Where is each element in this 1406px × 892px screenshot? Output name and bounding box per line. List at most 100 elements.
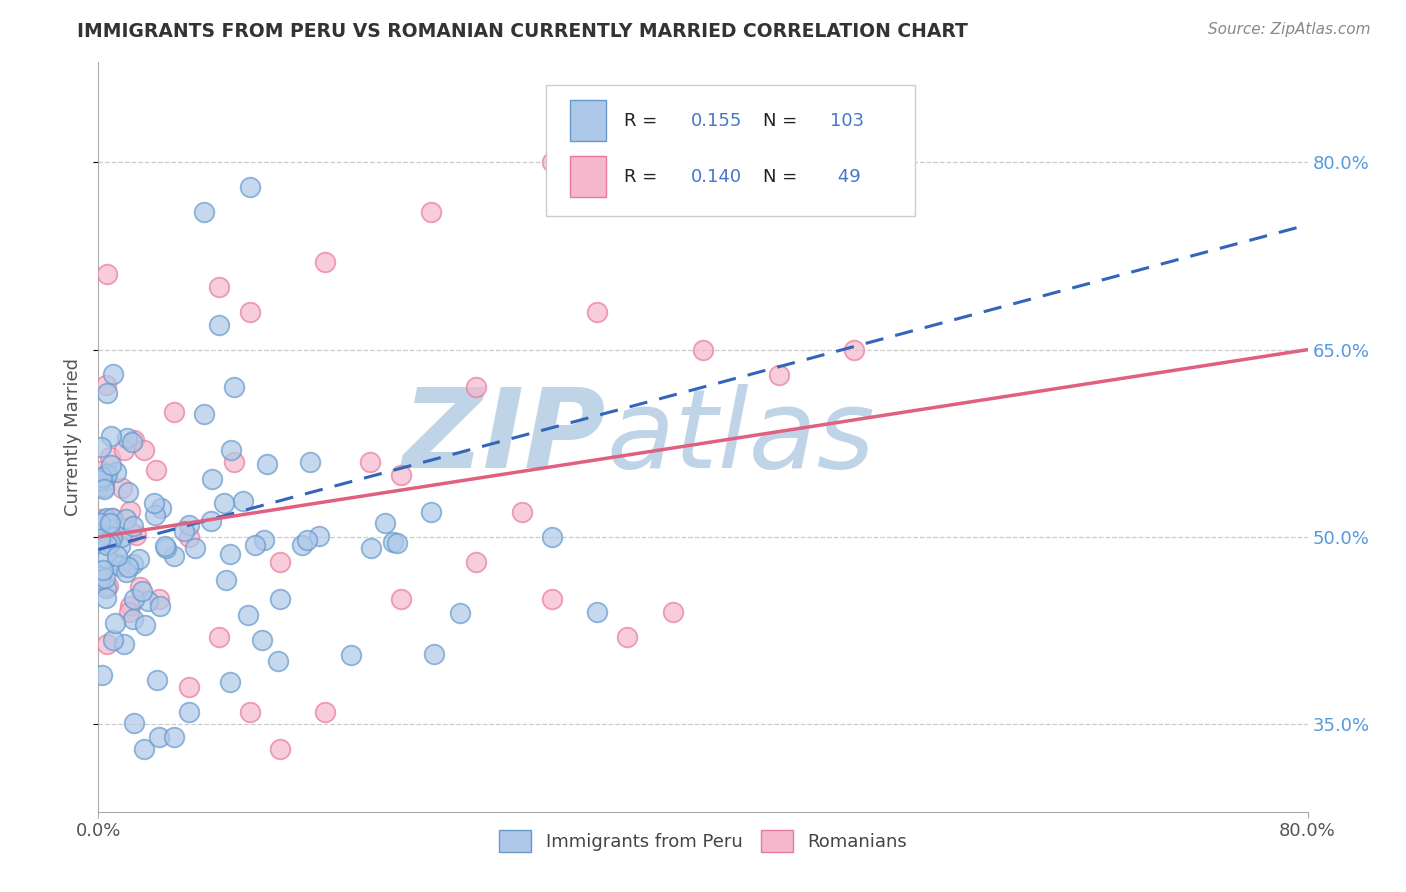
Point (389, 592, 412, 607)
Point (193, 407, 215, 421)
Point (96, 467, 118, 482)
Point (100, 429, 122, 443)
Point (586, 605, 609, 619)
Point (215, 573, 238, 587)
Point (122, 716, 145, 731)
Point (96, 385, 118, 400)
Point (295, 533, 318, 547)
Point (93, 480, 115, 494)
Point (179, 680, 201, 694)
Point (114, 512, 136, 526)
Text: 0.140: 0.140 (690, 168, 742, 186)
Point (112, 637, 135, 651)
Point (91, 563, 114, 577)
Point (218, 675, 240, 690)
Point (98, 536, 121, 550)
Point (91, 469, 114, 483)
Point (103, 367, 125, 381)
Point (93, 482, 115, 496)
Point (465, 555, 488, 569)
Point (94, 581, 117, 595)
Point (239, 305, 262, 319)
Point (510, 505, 533, 519)
Point (132, 742, 155, 756)
Point (111, 481, 134, 495)
Point (692, 343, 714, 357)
Point (125, 528, 148, 542)
Point (122, 591, 145, 606)
Point (105, 466, 128, 480)
Point (96, 267, 118, 281)
Point (94, 571, 117, 585)
Point (269, 555, 291, 569)
Text: Source: ZipAtlas.com: Source: ZipAtlas.com (1208, 22, 1371, 37)
Point (179, 530, 201, 544)
Point (153, 539, 176, 553)
Legend: Immigrants from Peru, Romanians: Immigrants from Peru, Romanians (492, 822, 914, 859)
Point (540, 530, 562, 544)
Point (616, 130, 638, 145)
Point (540, 592, 562, 607)
Point (465, 380, 488, 394)
Bar (569, 100, 606, 141)
Point (201, 472, 224, 486)
Point (232, 494, 254, 508)
Text: N =: N = (763, 168, 803, 186)
Text: R =: R = (624, 168, 664, 186)
Point (134, 618, 156, 632)
Point (179, 518, 201, 533)
Point (540, 155, 562, 169)
Point (360, 541, 382, 555)
Point (389, 467, 412, 482)
Point (148, 592, 170, 607)
Point (449, 606, 471, 620)
Text: 0.155: 0.155 (690, 112, 742, 130)
Point (94, 591, 117, 606)
Point (87, 512, 110, 526)
Point (90, 569, 112, 583)
Text: N =: N = (763, 112, 803, 130)
Point (173, 524, 195, 539)
Point (117, 559, 139, 574)
Point (100, 530, 122, 544)
Text: atlas: atlas (606, 384, 875, 491)
Point (101, 511, 124, 525)
Point (238, 608, 260, 623)
Point (101, 530, 124, 544)
Point (105, 549, 128, 564)
Point (586, 305, 609, 319)
Point (219, 443, 242, 458)
Point (163, 405, 186, 419)
Point (129, 580, 152, 594)
Point (131, 584, 153, 599)
Point (90, 668, 112, 682)
Bar (569, 156, 606, 197)
Point (224, 455, 246, 469)
Point (269, 592, 291, 607)
Point (208, 318, 231, 332)
Point (266, 654, 288, 668)
Point (100, 516, 122, 530)
Point (768, 368, 790, 382)
Point (314, 255, 336, 269)
Point (104, 557, 127, 571)
Point (110, 530, 132, 544)
Point (661, 605, 683, 619)
Point (112, 442, 135, 457)
Point (120, 599, 142, 613)
Point (128, 552, 150, 566)
Text: R =: R = (624, 112, 664, 130)
Point (136, 594, 159, 608)
Point (163, 730, 186, 744)
Point (101, 511, 124, 525)
Point (155, 541, 177, 556)
Point (291, 538, 314, 552)
Point (89, 480, 111, 494)
Point (239, 180, 262, 194)
Point (122, 433, 145, 447)
Point (94, 469, 117, 483)
Point (308, 529, 330, 543)
Text: 49: 49 (832, 168, 860, 186)
Point (149, 500, 172, 515)
Point (224, 380, 246, 394)
